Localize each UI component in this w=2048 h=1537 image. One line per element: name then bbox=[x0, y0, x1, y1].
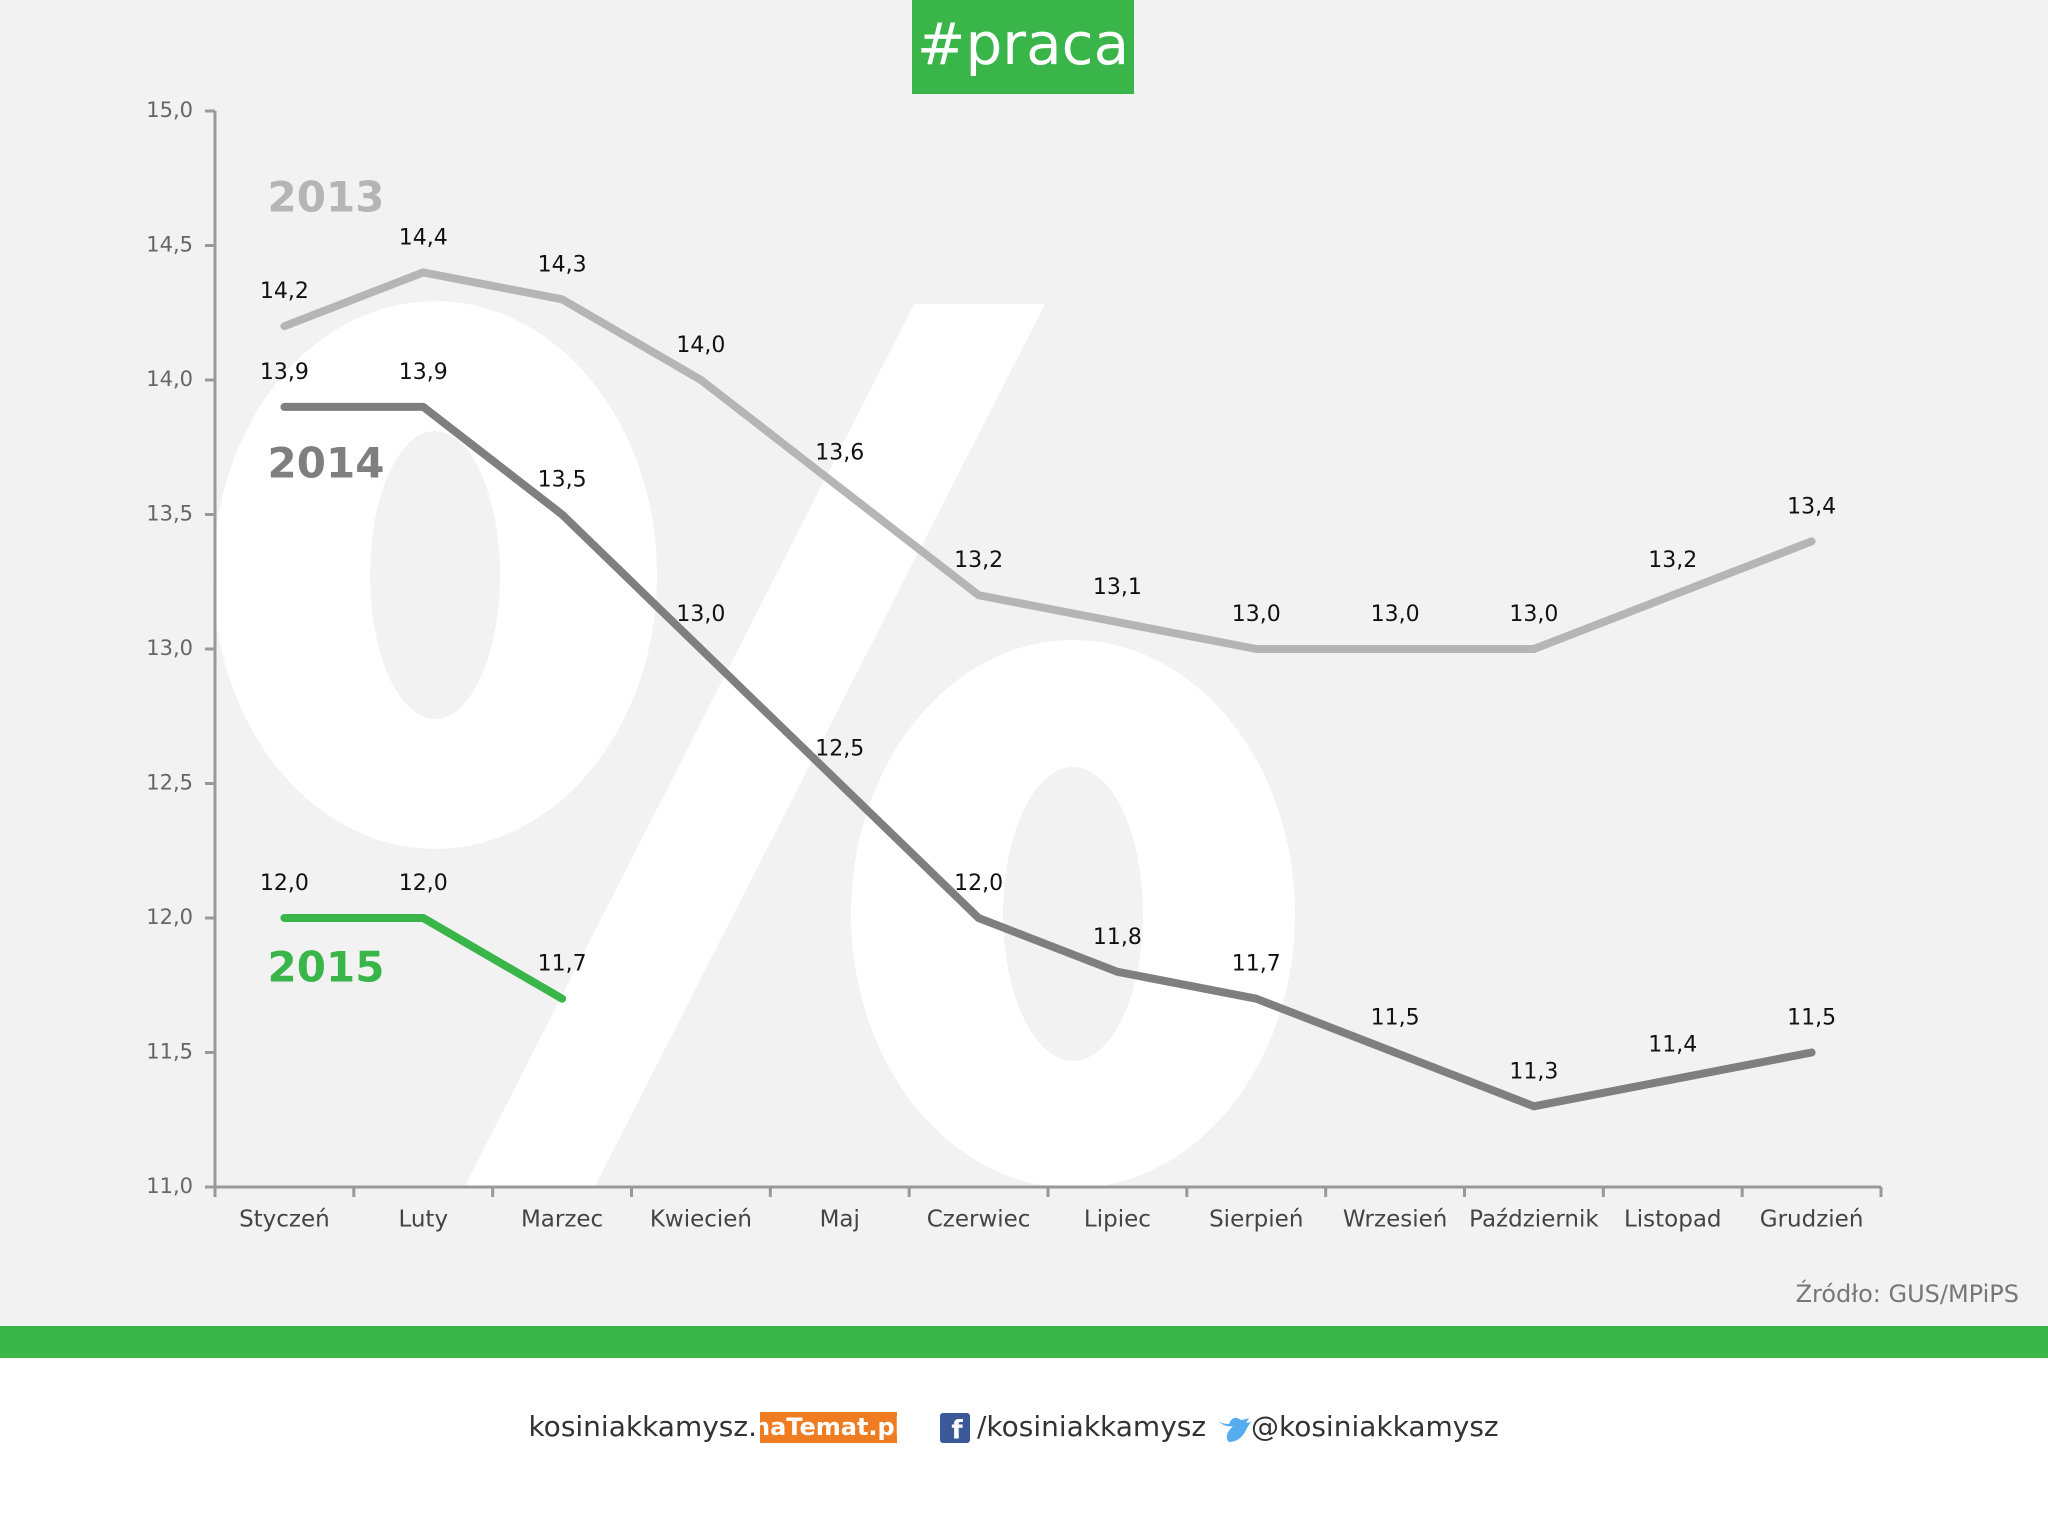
x-tick-label: Listopad bbox=[1624, 1207, 1722, 1233]
chart-title: #praca bbox=[917, 10, 1129, 78]
data-label: 11,7 bbox=[538, 952, 587, 977]
x-tick-label: Grudzień bbox=[1760, 1207, 1864, 1233]
x-tick-label: Wrzesień bbox=[1343, 1207, 1448, 1233]
data-label: 13,0 bbox=[1509, 602, 1558, 627]
data-label: 11,7 bbox=[1232, 952, 1281, 977]
y-tick-label: 13,5 bbox=[146, 502, 193, 526]
footer-site: kosiniakkamysz. bbox=[528, 1410, 757, 1443]
y-tick-label: 14,5 bbox=[146, 233, 193, 257]
facebook-icon-f: f bbox=[951, 1416, 963, 1446]
line-2015 bbox=[280, 914, 567, 1003]
data-label: 13,0 bbox=[1371, 602, 1420, 627]
percent-watermark-holes bbox=[370, 431, 1143, 1061]
data-label: 13,2 bbox=[954, 548, 1003, 573]
title-box bbox=[912, 0, 1134, 94]
y-tick-label: 13,0 bbox=[146, 636, 193, 660]
line-2014 bbox=[280, 402, 1816, 1111]
twitter-icon bbox=[1217, 1417, 1251, 1442]
data-label: 11,4 bbox=[1648, 1032, 1697, 1057]
data-label: 13,4 bbox=[1787, 494, 1836, 519]
data-label: 12,0 bbox=[399, 871, 448, 896]
footer-twitter: @kosiniakkamysz bbox=[1251, 1410, 1499, 1443]
data-label: 13,6 bbox=[815, 441, 864, 466]
legend-label: 2015 bbox=[268, 943, 385, 992]
data-label: 11,5 bbox=[1371, 1006, 1420, 1031]
x-tick-label: Czerwiec bbox=[927, 1207, 1031, 1233]
data-label: 14,0 bbox=[676, 333, 725, 358]
legend-label: 2014 bbox=[268, 439, 385, 488]
x-tick-label: Lipiec bbox=[1084, 1207, 1151, 1233]
data-label: 13,1 bbox=[1093, 575, 1142, 600]
data-label: 12,5 bbox=[815, 737, 864, 762]
x-tick-label: Październik bbox=[1469, 1207, 1599, 1233]
data-label: 11,5 bbox=[1787, 1006, 1836, 1031]
y-tick-label: 14,0 bbox=[146, 367, 193, 391]
source: Źródło: GUS/MPiPS bbox=[1796, 1279, 2019, 1308]
data-label: 13,0 bbox=[1232, 602, 1281, 627]
badge-box bbox=[760, 1412, 897, 1443]
footer-badge: naTemat.pl bbox=[753, 1413, 903, 1441]
data-label: 13,0 bbox=[676, 602, 725, 627]
data-label: 12,0 bbox=[260, 871, 309, 896]
green-bar bbox=[0, 1326, 2048, 1358]
x-tick-label: Maj bbox=[820, 1207, 860, 1233]
x-tick-label: Kwiecień bbox=[650, 1207, 752, 1233]
data-label: 13,9 bbox=[260, 360, 309, 385]
x-tick-label: Styczeń bbox=[239, 1207, 330, 1233]
line-2013 bbox=[280, 268, 1816, 653]
x-tick-label: Marzec bbox=[521, 1207, 603, 1233]
data-label: 11,8 bbox=[1093, 925, 1142, 950]
y-tick-label: 11,0 bbox=[146, 1174, 193, 1198]
data-label: 13,2 bbox=[1648, 548, 1697, 573]
data-label: 12,0 bbox=[954, 871, 1003, 896]
y-tick-label: 12,0 bbox=[146, 905, 193, 929]
y-tick-label: 11,5 bbox=[146, 1040, 193, 1064]
footer-facebook: /kosiniakkamysz bbox=[977, 1410, 1206, 1443]
data-label: 14,3 bbox=[538, 252, 587, 277]
y-tick-label: 12,5 bbox=[146, 771, 193, 795]
data-label: 11,3 bbox=[1509, 1059, 1558, 1084]
x-tick-label: Luty bbox=[398, 1207, 448, 1233]
facebook-icon bbox=[940, 1413, 970, 1443]
legend-label: 2013 bbox=[268, 173, 385, 222]
data-label: 14,2 bbox=[260, 279, 309, 304]
x-tick-label: Sierpień bbox=[1209, 1207, 1303, 1233]
y-tick-label: 15,0 bbox=[146, 98, 193, 122]
data-label: 14,4 bbox=[399, 225, 448, 250]
data-label: 13,9 bbox=[399, 360, 448, 385]
data-label: 13,5 bbox=[538, 468, 587, 493]
